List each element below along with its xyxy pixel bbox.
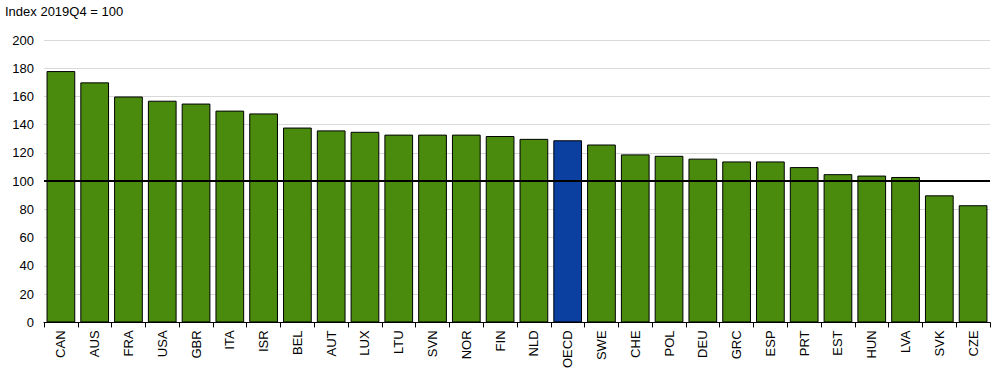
svg-text:160: 160 <box>12 89 34 104</box>
svg-text:LUX: LUX <box>357 330 372 356</box>
svg-text:Index 2019Q4 = 100: Index 2019Q4 = 100 <box>5 4 123 19</box>
svg-text:CHE: CHE <box>628 330 643 358</box>
svg-text:GRC: GRC <box>729 330 744 359</box>
svg-text:0: 0 <box>27 315 34 330</box>
svg-text:GBR: GBR <box>189 330 204 358</box>
svg-text:180: 180 <box>12 61 34 76</box>
svg-text:FRA: FRA <box>121 330 136 356</box>
svg-text:AUT: AUT <box>324 330 339 356</box>
svg-text:SVN: SVN <box>425 330 440 357</box>
svg-text:OECD: OECD <box>560 330 575 368</box>
svg-text:PRT: PRT <box>797 330 812 356</box>
svg-text:USA: USA <box>155 330 170 357</box>
svg-text:NLD: NLD <box>526 330 541 356</box>
svg-text:NOR: NOR <box>459 330 474 359</box>
svg-text:BEL: BEL <box>290 330 305 355</box>
svg-text:SWE: SWE <box>594 330 609 360</box>
svg-text:20: 20 <box>20 287 34 302</box>
svg-text:FIN: FIN <box>493 330 508 351</box>
svg-text:200: 200 <box>12 33 34 48</box>
svg-text:100: 100 <box>12 174 34 189</box>
svg-text:ISR: ISR <box>256 330 271 352</box>
svg-text:120: 120 <box>12 145 34 160</box>
svg-text:POL: POL <box>662 330 677 356</box>
svg-text:AUS: AUS <box>87 330 102 357</box>
svg-text:ESP: ESP <box>763 330 778 356</box>
svg-text:DEU: DEU <box>695 330 710 357</box>
svg-text:ITA: ITA <box>222 330 237 350</box>
svg-text:CAN: CAN <box>53 330 68 357</box>
svg-text:HUN: HUN <box>864 330 879 358</box>
svg-text:80: 80 <box>20 202 34 217</box>
svg-text:140: 140 <box>12 117 34 132</box>
svg-text:SVK: SVK <box>932 330 947 356</box>
svg-text:40: 40 <box>20 258 34 273</box>
svg-text:60: 60 <box>20 230 34 245</box>
svg-text:CZE: CZE <box>966 330 981 356</box>
svg-text:EST: EST <box>830 330 845 355</box>
svg-text:LTU: LTU <box>391 330 406 354</box>
svg-text:LVA: LVA <box>898 330 913 353</box>
